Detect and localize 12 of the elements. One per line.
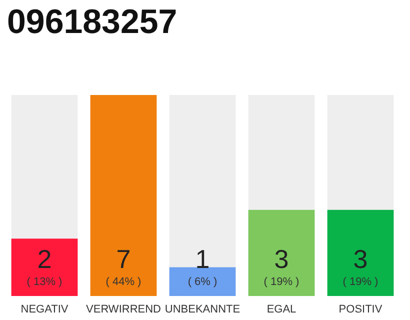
data-label: 7 ( 44% ) [106,244,142,288]
data-label: 3 ( 19% ) [264,244,300,288]
bar [169,267,236,296]
chart-title: 096183257 [7,3,178,41]
data-label: 1 ( 6% ) [188,244,218,288]
x-tick-label: VERWIRREND [86,304,162,316]
data-label: 2 ( 13% ) [26,244,62,288]
data-label: 3 ( 19% ) [342,244,378,288]
x-tick-label: EGAL [266,304,296,316]
x-tick-label: UNBEKANNTE [164,304,240,316]
x-tick-label: POSITIV [338,304,383,316]
x-tick-label: NEGATIV [20,304,69,316]
